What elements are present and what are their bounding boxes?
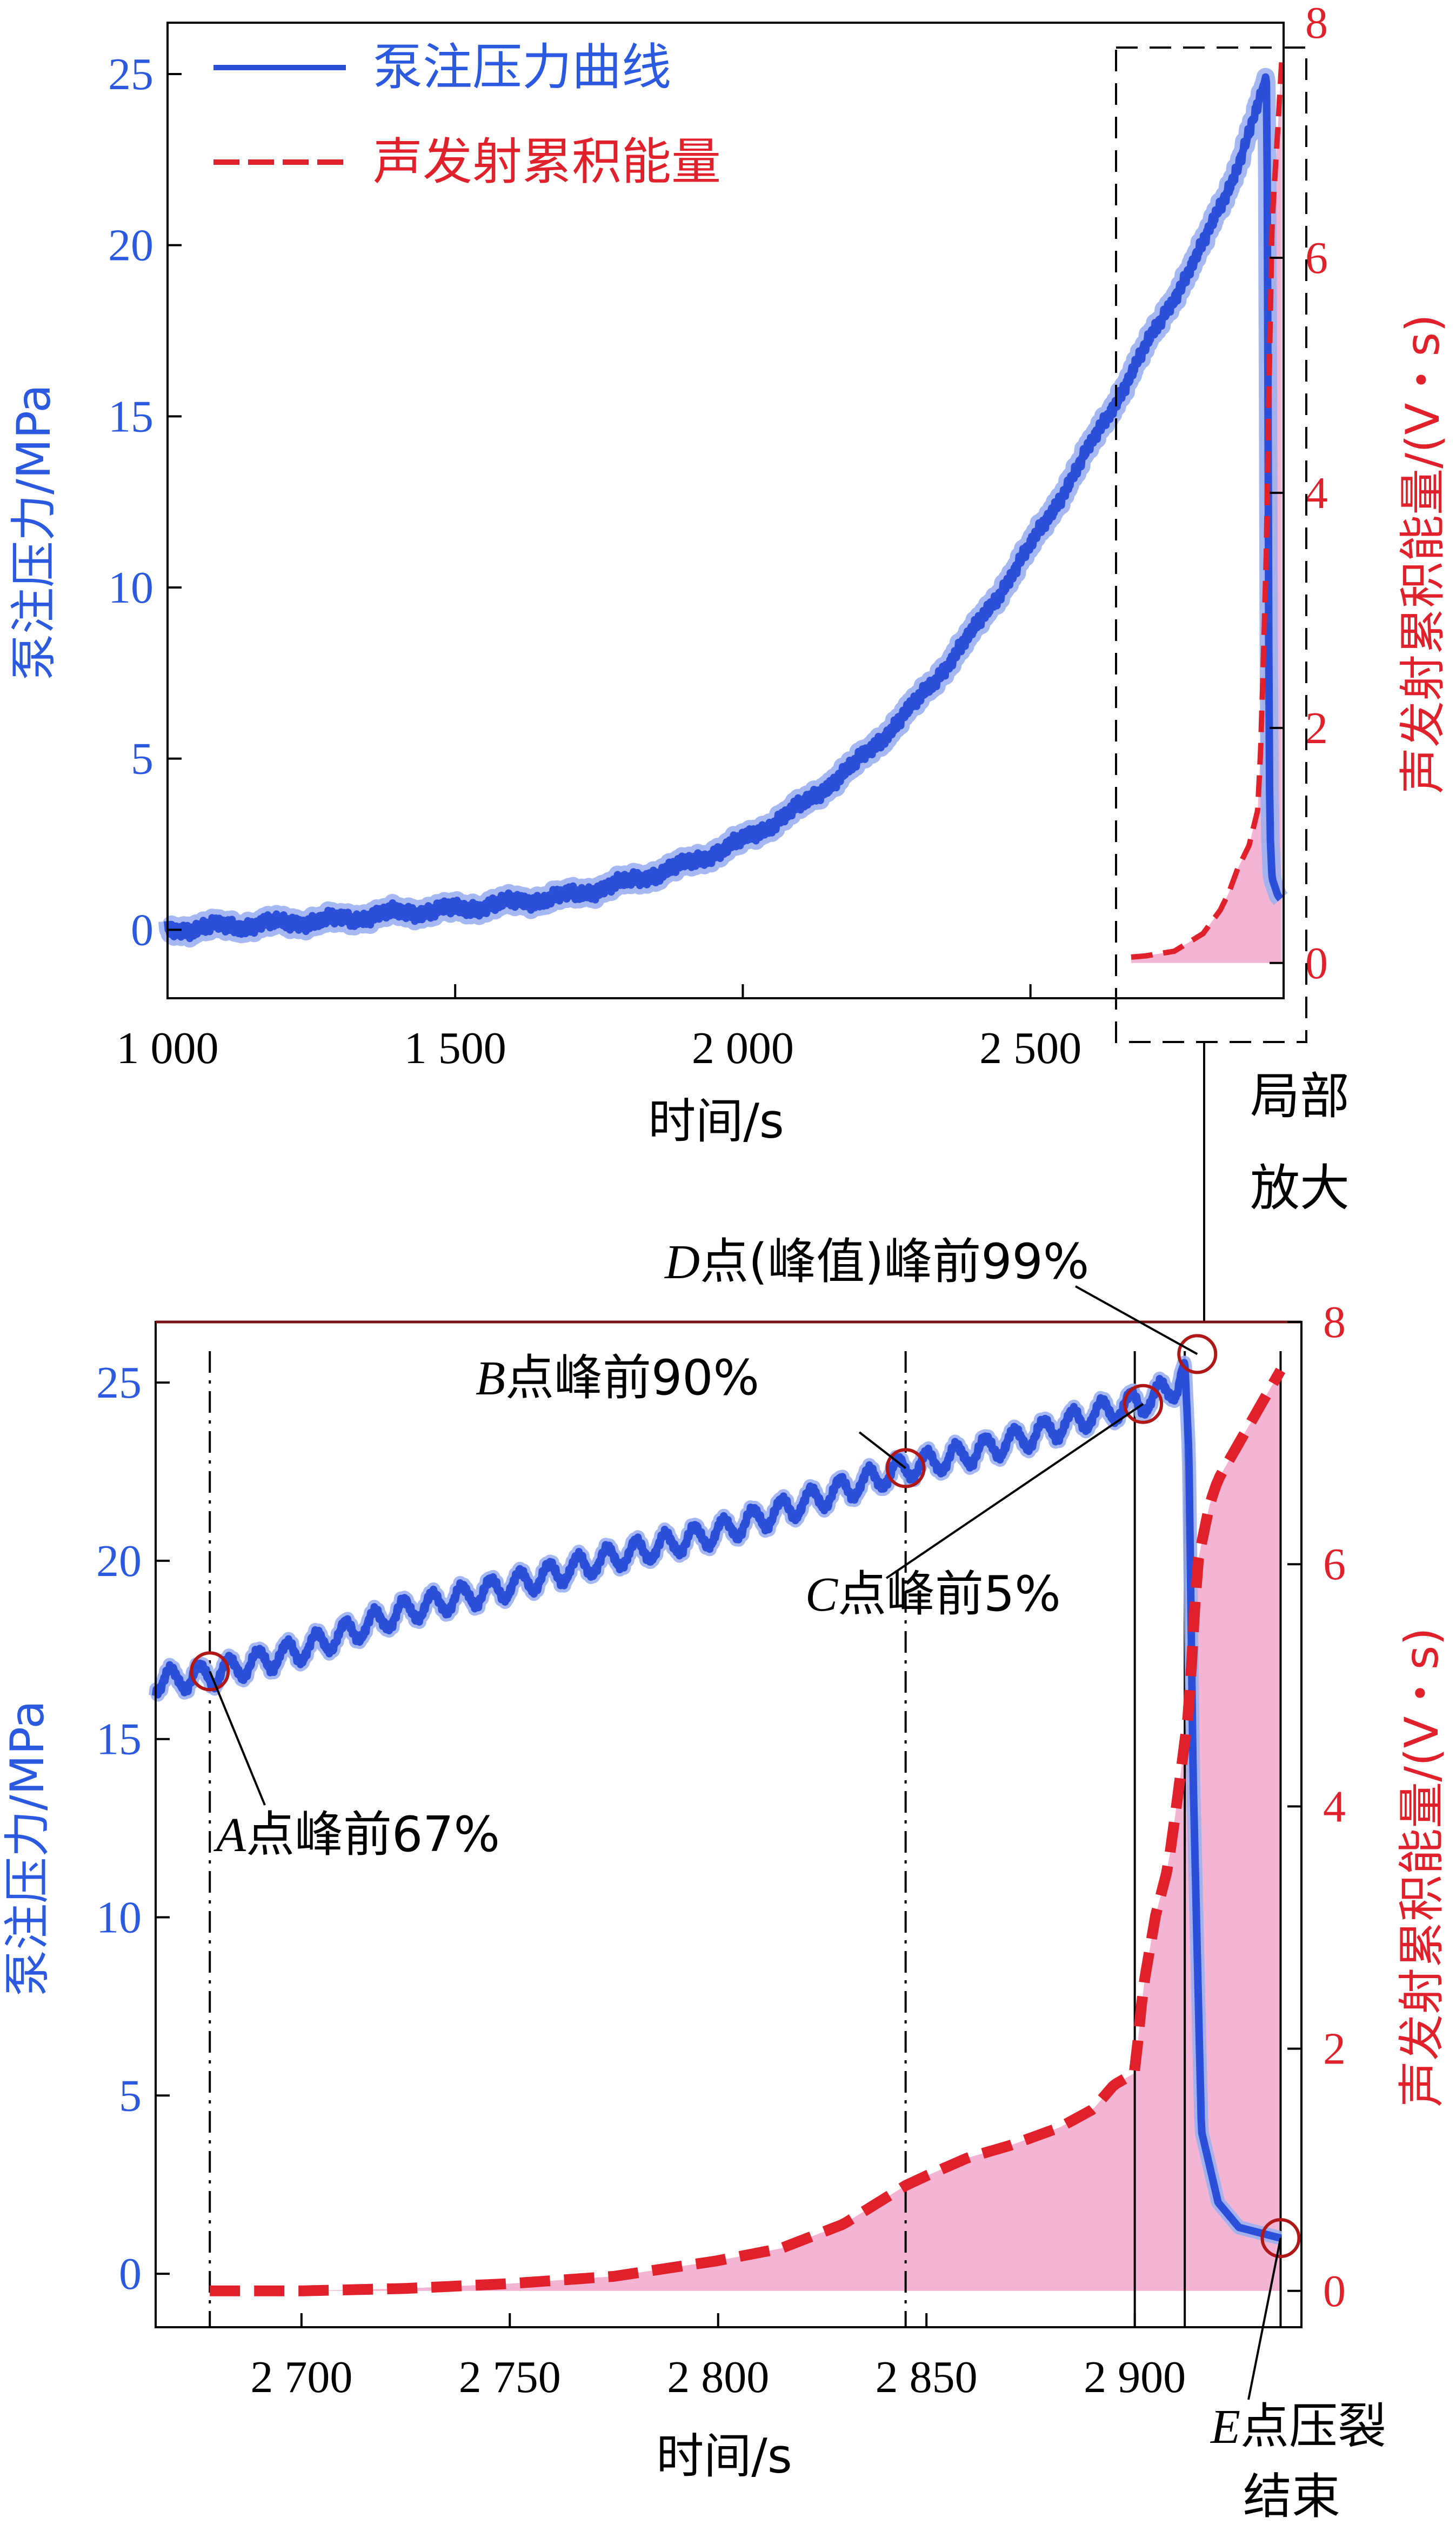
- annotation-label-a: A点峰前67%: [213, 1806, 500, 1863]
- x-tick-label: 2 500: [979, 1023, 1081, 1073]
- annotation-label-e-line2: 结束: [1243, 2468, 1340, 2525]
- x-tick-label: 2 000: [692, 1023, 794, 1073]
- pressure-line: [152, 1359, 1284, 2242]
- bottom-left-axis-title: 泵注压力/MPa: [1, 1700, 55, 1996]
- legend-label-pressure: 泵注压力曲线: [373, 38, 671, 96]
- energy-line: [1131, 57, 1285, 960]
- bottom-ticks: 2 700 2 750 2 800 2 850 2 900 0 5 10 15 20 25 0 2 4 6 8: [96, 1297, 1346, 2402]
- annotation-leader-d: [1075, 1285, 1198, 1355]
- y-right-tick-label: 8: [1323, 1297, 1346, 1347]
- annotation-label-d: D点(峰值)峰前99%: [664, 1233, 1089, 1290]
- bottom-x-axis-title: 时间/s: [656, 2428, 792, 2484]
- zoom-chart: 2 700 2 750 2 800 2 850 2 900 0 5 10 15 20 25 0 2 4 6 8…: [1, 1233, 1449, 2525]
- bottom-marks: [149, 1355, 1287, 2296]
- x-tick-label: 2 750: [459, 2352, 561, 2402]
- y-left-tick-label: 10: [96, 1892, 142, 1942]
- y-left-tick-label: 0: [119, 2249, 142, 2299]
- top-left-axis-title: 泵注压力/MPa: [7, 384, 61, 680]
- y-left-tick-label: 20: [108, 221, 153, 271]
- annotation-marker-c: [1123, 1384, 1164, 1424]
- x-tick-label: 1 000: [117, 1023, 219, 1073]
- annotation-label-b: B点峰前90%: [476, 1350, 759, 1406]
- pressure-band: [158, 68, 1290, 948]
- x-tick-label: 2 900: [1084, 2352, 1186, 2402]
- y-right-tick-label: 4: [1305, 468, 1328, 518]
- x-tick-label: 2 850: [876, 2352, 978, 2402]
- zoom-region-box: [1115, 46, 1307, 1043]
- y-right-tick-label: 6: [1305, 233, 1328, 283]
- y-left-tick-label: 15: [108, 391, 153, 442]
- annotation-label-e: E点压裂: [1210, 2398, 1386, 2455]
- annotation-marker-a: [190, 1651, 230, 1692]
- annotation-marker-b: [885, 1448, 926, 1488]
- annotation-label-c: C点峰前5%: [805, 1566, 1061, 1622]
- annotation-leader-b: [858, 1431, 906, 1470]
- y-left-tick-label: 10: [108, 563, 153, 613]
- y-left-tick-label: 5: [131, 734, 153, 784]
- annotation-leader-e: [1247, 2238, 1282, 2400]
- x-tick-label: 2 700: [250, 2352, 352, 2402]
- energy-area: [210, 1370, 1281, 2291]
- y-left-tick-label: 5: [119, 2071, 142, 2121]
- legend: 泵注压力曲线 声发射累积能量: [213, 38, 721, 191]
- y-right-tick-label: 4: [1323, 1781, 1346, 1832]
- y-left-tick-label: 15: [96, 1714, 142, 1765]
- legend-label-energy: 声发射累积能量: [373, 133, 721, 191]
- y-right-tick-label: 0: [1323, 2266, 1346, 2316]
- y-right-tick-label: 6: [1323, 1539, 1346, 1589]
- overview-chart: 1 000 1 500 2 000 2 500 0 5 10 15 20 25 0 2 4 6 8 局部 放…: [7, 0, 1450, 1322]
- top-ticks: 1 000 1 500 2 000 2 500 0 5 10 15 20 25 0 2 4 6 8: [108, 0, 1328, 1073]
- zoom-label-line2: 放大: [1250, 1159, 1350, 1217]
- y-right-tick-label: 0: [1305, 938, 1328, 989]
- annotation-marker-d: [1177, 1334, 1218, 1374]
- y-left-tick-label: 25: [108, 49, 153, 99]
- top-right-axis-title: 声发射累积能量/(V・s): [1396, 314, 1450, 794]
- zoom-label-line1: 局部: [1250, 1067, 1350, 1125]
- annotation-leader-a: [209, 1671, 266, 1806]
- pressure-line: [164, 73, 1284, 943]
- annotation-leader-c: [885, 1403, 1144, 1579]
- y-right-tick-label: 8: [1305, 0, 1328, 48]
- energy-line: [210, 1367, 1286, 2296]
- y-left-tick-label: 20: [96, 1536, 142, 1586]
- top-x-axis-title: 时间/s: [648, 1093, 784, 1149]
- x-tick-label: 2 800: [667, 2352, 769, 2402]
- top-marks: [158, 57, 1290, 960]
- top-plot-frame: [166, 22, 1285, 999]
- y-right-tick-label: 2: [1305, 703, 1328, 753]
- y-left-tick-label: 25: [96, 1358, 142, 1408]
- bottom-energy-fill: [210, 1370, 1281, 2291]
- bottom-right-axis-title: 声发射累积能量/(V・s): [1395, 1627, 1449, 2107]
- annotation-marker-e: [1260, 2218, 1301, 2259]
- y-right-tick-label: 2: [1323, 2024, 1346, 2074]
- x-tick-label: 1 500: [404, 1023, 506, 1073]
- y-left-tick-label: 0: [131, 905, 153, 955]
